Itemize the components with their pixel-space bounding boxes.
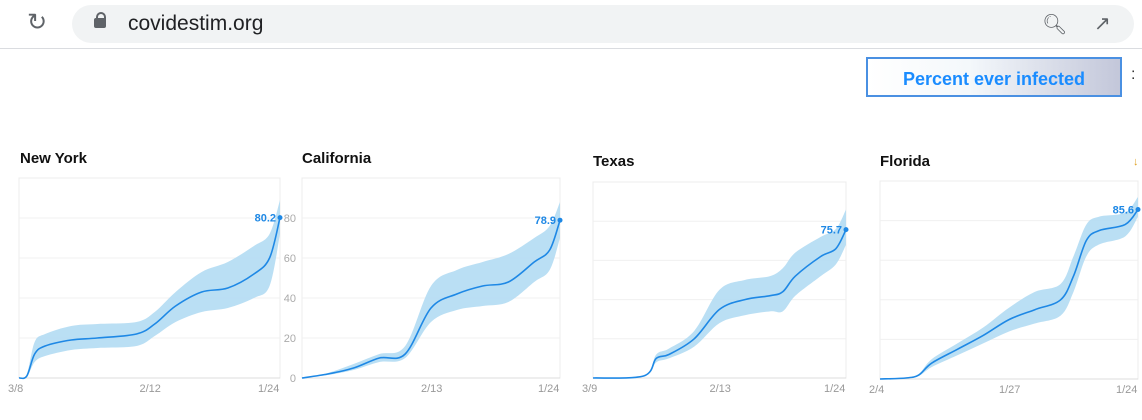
last-value-label: 78.9 xyxy=(535,215,556,227)
share-icon[interactable]: ↗ xyxy=(1094,13,1111,35)
download-icon[interactable]: ↓ xyxy=(1133,156,1139,168)
new-york-chart[interactable]: 80.2 xyxy=(18,177,283,380)
x-tick-label: 2/13 xyxy=(709,383,731,395)
texas-chart[interactable]: 75.7 xyxy=(592,181,849,379)
california-chart-title: California xyxy=(302,150,372,167)
reload-icon[interactable]: ↻ xyxy=(26,9,48,36)
confidence-band xyxy=(880,196,1138,379)
new-york-chart-title: New York xyxy=(20,150,87,167)
x-tick-label: 3/9 xyxy=(582,383,598,395)
last-point[interactable] xyxy=(1135,207,1141,213)
y-tick-label: 60 xyxy=(284,253,296,265)
estimate-line xyxy=(18,217,281,380)
address-bar[interactable]: covidestim.org 🔍︎ ↗ xyxy=(72,5,1134,43)
last-point[interactable] xyxy=(843,227,849,233)
estimate-line xyxy=(592,229,847,379)
percent-ever-infected-button[interactable]: Percent ever infected xyxy=(866,57,1122,97)
x-tick-label: 3/8 xyxy=(8,383,24,395)
florida-chart-title: Florida xyxy=(880,153,931,170)
confidence-band xyxy=(593,209,846,379)
x-tick-label: 2/12 xyxy=(139,383,161,395)
last-point[interactable] xyxy=(277,215,283,221)
last-point[interactable] xyxy=(557,217,563,223)
lock-icon[interactable] xyxy=(94,12,106,28)
y-tick-label: 0 xyxy=(290,373,296,385)
texas-chart-title: Texas xyxy=(593,153,635,170)
x-tick-label: 1/24 xyxy=(258,383,280,395)
last-value-label: 85.6 xyxy=(1113,205,1134,217)
browser-toolbar: ↻ covidestim.org 🔍︎ ↗ xyxy=(0,0,1142,49)
x-tick-label: 1/24 xyxy=(1116,384,1138,396)
url-text[interactable]: covidestim.org xyxy=(128,12,264,35)
x-tick-label: 2/13 xyxy=(421,383,443,395)
y-tick-label: 20 xyxy=(284,333,296,345)
california-chart[interactable]: 0 20 40 60 80 78.9 xyxy=(284,177,563,385)
overflow-text: : xyxy=(1131,66,1136,83)
x-tick-label: 1/24 xyxy=(824,383,846,395)
x-tick-label: 1/24 xyxy=(538,383,560,395)
confidence-band xyxy=(302,202,560,378)
last-value-label: 75.7 xyxy=(821,225,842,237)
florida-chart[interactable]: 85.6 xyxy=(879,180,1141,380)
confidence-band xyxy=(19,200,280,379)
plot-frame xyxy=(879,180,1139,380)
zoom-out-icon[interactable]: 🔍︎ xyxy=(1042,14,1068,36)
last-value-label: 80.2 xyxy=(255,213,276,225)
y-tick-label: 80 xyxy=(284,213,296,225)
y-tick-label: 40 xyxy=(284,293,296,305)
estimate-line xyxy=(879,208,1139,380)
x-tick-label: 2/4 xyxy=(869,384,885,396)
estimate-line xyxy=(301,219,561,379)
x-tick-label: 1/27 xyxy=(999,384,1021,396)
